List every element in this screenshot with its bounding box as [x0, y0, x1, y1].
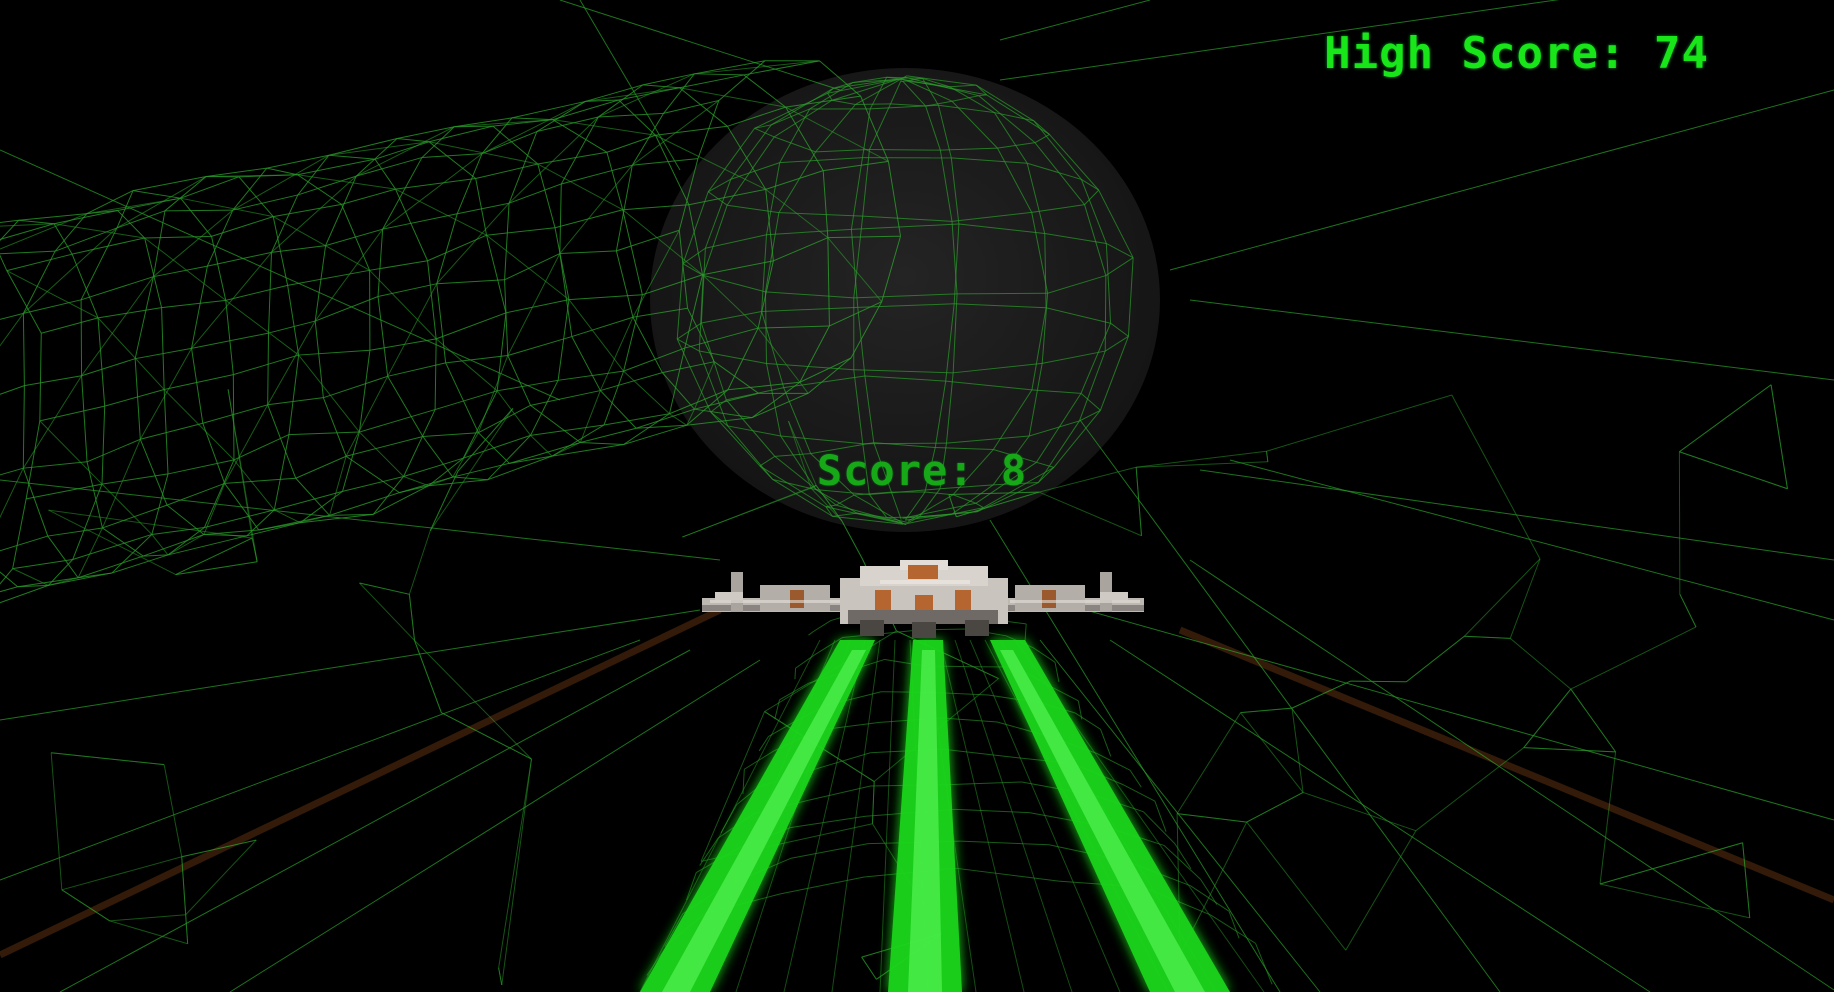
high-score-value: 74: [1654, 28, 1709, 79]
high-score-label: High Score:: [1324, 28, 1627, 79]
high-score-display: High Score: 74: [1324, 28, 1709, 79]
orange-guide-lines: [0, 606, 1834, 959]
score-label: Score:: [816, 446, 975, 495]
laser-beams: [640, 640, 1230, 992]
spaceship-icon: [702, 560, 1144, 638]
score-display: Score: 8: [0, 446, 1834, 495]
score-value: 8: [1000, 446, 1028, 495]
